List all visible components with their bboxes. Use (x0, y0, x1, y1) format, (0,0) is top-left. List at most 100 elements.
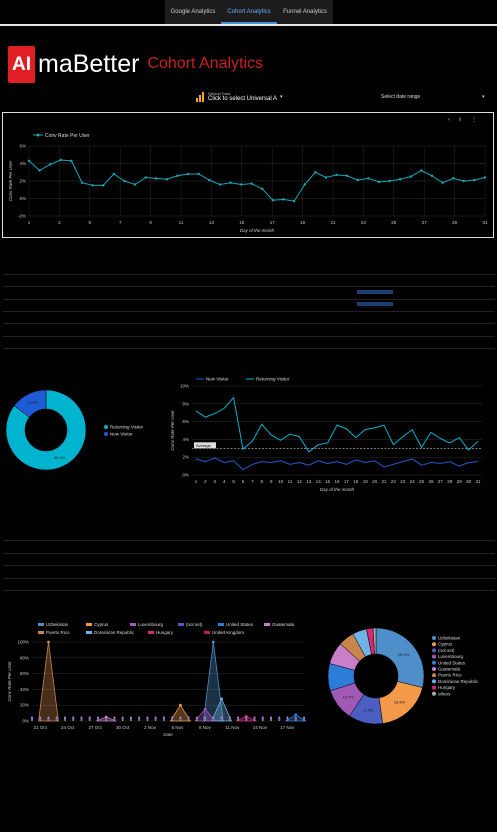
data-point (211, 640, 215, 644)
data-point (261, 187, 264, 191)
baseline-point (253, 716, 256, 719)
legend-marker (104, 432, 108, 436)
y-tick-label: 0% (182, 473, 189, 478)
legend-label: United States (438, 660, 466, 665)
baseline-point (63, 716, 66, 719)
legend-marker (432, 636, 436, 640)
y-tick-label: 6% (182, 419, 189, 424)
legend-label: Uzbekistan (46, 622, 69, 627)
x-tick-label: 17 Nov (280, 725, 295, 730)
logo-mark: AI (8, 45, 35, 83)
baseline-point (39, 716, 42, 719)
data-point (356, 178, 359, 182)
x-tick-label: 5 (89, 220, 92, 225)
y-tick-label: 4% (19, 161, 26, 166)
data-source-selector[interactable]: Default Data Click to select Universal A… (196, 91, 283, 102)
x-tick-label: 27 (438, 479, 444, 484)
data-point (314, 171, 317, 174)
baseline-point (55, 716, 58, 719)
legend-swatch (86, 623, 92, 626)
legend-label: New Visitor (206, 377, 229, 382)
row-divider (3, 540, 495, 541)
baseline-point (113, 716, 116, 719)
data-source-value: Click to select Universal A (208, 96, 278, 102)
data-point (229, 181, 232, 184)
legend-label: (not set) (186, 622, 203, 627)
legend-swatch (38, 631, 44, 634)
analytics-icon (196, 91, 204, 102)
legend-label: others (438, 691, 451, 696)
x-tick-label: 15 (239, 220, 245, 225)
legend-label: Cyprus (94, 622, 109, 627)
date-range-selector[interactable]: Select date range (381, 94, 420, 100)
download-icon: ⭳ (459, 116, 461, 123)
series-line (28, 159, 486, 202)
donut-slice (372, 627, 377, 655)
x-tick-label: 11 (288, 479, 293, 484)
x-tick-label: 21 (330, 220, 336, 225)
legend-marker (432, 648, 436, 653)
divider (0, 24, 497, 26)
donut-slice (5, 389, 87, 471)
conv-rate-line-chart: Conv Rate Per User‹ ⭳ ⋮6%4%2%0%-2%1 3 5 7 9 11 1… (8, 116, 488, 233)
data-point (388, 179, 391, 183)
legend-label: Dominican Republic (438, 679, 479, 684)
data-point (80, 181, 84, 184)
legend-label: Puerto Rico (46, 630, 70, 635)
legend-marker (432, 660, 436, 665)
baseline-point (105, 716, 108, 719)
baseline-point (154, 716, 157, 719)
x-axis-label: Day of the month (240, 228, 275, 233)
slice-label: 10.7% (342, 695, 354, 700)
x-tick-label: 2 (204, 479, 207, 484)
baseline-point (162, 716, 165, 719)
pin-icon: ‹ (448, 117, 450, 123)
date-range-label: Select date range (381, 94, 421, 100)
data-point (430, 174, 434, 177)
baseline-point (171, 716, 174, 719)
legend-marker (432, 691, 436, 696)
legend-swatch (264, 623, 270, 626)
baseline-point (195, 716, 198, 719)
chevron-down-icon[interactable]: ▾ (482, 94, 485, 100)
tab-funnel-analytics[interactable]: Funnel Analytics (283, 9, 327, 15)
baseline-point (278, 716, 281, 719)
x-tick-label: 11 Nov (225, 725, 240, 730)
row-divider (3, 335, 495, 337)
x-tick-label: 25 (419, 479, 425, 484)
baseline-point (129, 716, 132, 719)
y-tick-label: 10% (180, 384, 189, 389)
x-tick-label: 25 (391, 220, 397, 225)
area-peak (211, 697, 233, 722)
conv-rate-line-chart-panel: Conv Rate Per User ‹ ⭳ ⋮ 6% 4% 2% 0% -2% 1 3 5 7 9 11 1… (2, 112, 494, 238)
country-area-chart: Uzbekistan Cyprus Luxembourg (not set) Unite… (7, 622, 308, 736)
data-point (303, 183, 306, 186)
x-axis-label: Date (163, 732, 173, 736)
y-axis-label: Conv Rate Per User (7, 661, 12, 702)
chevron-down-icon: ▾ (280, 93, 283, 100)
brand-header: AI maBetter Cohort Analytics (8, 44, 263, 84)
tab-google-analytics[interactable]: Google Analytics (170, 9, 216, 15)
logo-text: maBetter (38, 49, 140, 78)
series-line-new (195, 457, 479, 471)
x-tick-label: 17 (344, 479, 350, 484)
data-point (335, 173, 338, 177)
y-tick-label: 60% (20, 671, 29, 676)
data-point (112, 172, 116, 176)
more-icon: ⋮ (471, 117, 477, 123)
table-cell (357, 301, 393, 306)
x-tick-label: 31 (475, 479, 481, 484)
legend-label: Returning Visitor (256, 377, 290, 382)
x-tick-label: 23 (361, 220, 367, 225)
baseline-point (294, 716, 297, 719)
data-point (49, 163, 52, 166)
baseline-point (47, 716, 50, 719)
user-type-donut-chart: 85.4% 14.6% Returning Visitor New Visitor (5, 389, 144, 471)
legend-swatch (148, 631, 154, 634)
tab-cohort-analytics[interactable]: Cohort Analytics (221, 0, 277, 24)
x-tick-label: 3 (58, 220, 61, 225)
x-tick-label: 24 Oct (61, 725, 75, 730)
baseline-point (121, 716, 124, 719)
legend-swatch (130, 623, 136, 626)
row-divider (3, 577, 495, 579)
